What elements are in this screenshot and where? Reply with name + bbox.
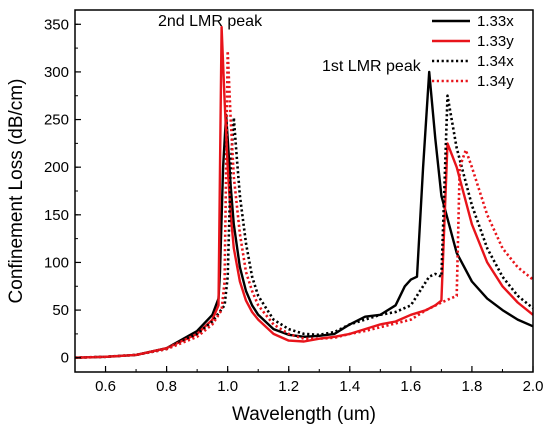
legend-label: 1.34x bbox=[477, 53, 514, 70]
y-tick-label: 250 bbox=[44, 112, 69, 129]
annotation-2nd-lmr-peak: 2nd LMR peak bbox=[158, 13, 263, 30]
series-layer bbox=[74, 25, 534, 359]
y-tick-label: 200 bbox=[44, 159, 69, 176]
x-tick-label: 0.6 bbox=[95, 378, 116, 395]
y-tick-label: 150 bbox=[44, 207, 69, 224]
x-tick-label: 1.0 bbox=[217, 378, 238, 395]
y-axis: 0 50 100 150 200 250 300 350 bbox=[44, 16, 81, 367]
legend-label: 1.33x bbox=[477, 13, 514, 30]
y-tick-label: 100 bbox=[44, 254, 69, 271]
x-tick-label: 1.4 bbox=[339, 378, 360, 395]
y-tick-label: 0 bbox=[61, 350, 69, 367]
x-tick-label: 1.2 bbox=[278, 378, 299, 395]
legend-label: 1.34y bbox=[477, 73, 514, 90]
x-axis-title: Wavelength (um) bbox=[232, 404, 376, 425]
series-line-1-34x bbox=[74, 94, 534, 359]
x-tick-label: 1.8 bbox=[462, 378, 483, 395]
y-axis-title: Confinement Loss (dB/cm) bbox=[6, 79, 27, 304]
x-tick-label: 1.6 bbox=[400, 378, 421, 395]
x-tick-label: 2.0 bbox=[523, 378, 544, 395]
x-tick-label: 0.8 bbox=[156, 378, 177, 395]
legend-label: 1.33y bbox=[477, 33, 514, 50]
y-tick-label: 350 bbox=[44, 16, 69, 33]
x-axis: 0.6 0.8 1.0 1.2 1.4 1.6 1.8 2.0 bbox=[74, 366, 544, 395]
legend: 1.33x 1.33y 1.34x 1.34y bbox=[432, 13, 514, 90]
series-line-1-33y bbox=[74, 25, 534, 359]
y-tick-label: 300 bbox=[44, 64, 69, 81]
series-line-1-34y bbox=[74, 49, 534, 359]
y-tick-label: 50 bbox=[52, 302, 69, 319]
annotation-1st-lmr-peak: 1st LMR peak bbox=[322, 58, 422, 75]
